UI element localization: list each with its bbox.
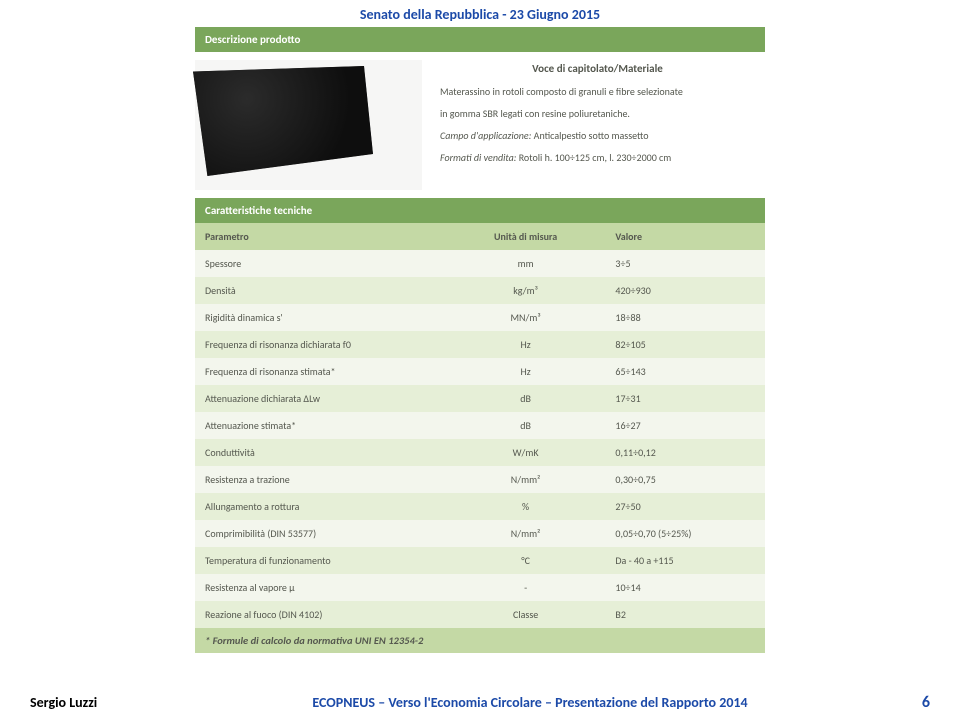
cell-value: 420÷930 — [605, 277, 765, 304]
cell-param: Resistenza al vapore µ — [195, 574, 446, 601]
section-descrizione-title: Descrizione prodotto — [205, 33, 300, 46]
cell-param: Comprimibilità (DIN 53577) — [195, 520, 446, 547]
footer-page: 6 — [890, 693, 930, 712]
content-card: Descrizione prodotto Voce di capitolato/… — [195, 27, 765, 653]
product-image — [195, 60, 422, 190]
format-label: Formati di vendita: — [440, 151, 516, 164]
cell-value: 18÷88 — [605, 304, 765, 331]
application-line: Campo d'applicazione: Anticalpestio sott… — [440, 125, 755, 147]
th-value: Valore — [605, 223, 765, 250]
cell-param: Attenuazione stimata* — [195, 412, 446, 439]
page-header: Senato della Repubblica - 23 Giugno 2015 — [0, 0, 960, 27]
cell-value: Da - 40 a +115 — [605, 547, 765, 574]
footnote: * Formule di calcolo da normativa UNI EN… — [195, 628, 765, 653]
cell-value: 65÷143 — [605, 358, 765, 385]
cell-value: 0,30÷0,75 — [605, 466, 765, 493]
cell-unit: - — [446, 574, 606, 601]
section-caratteristiche-title: Caratteristiche tecniche — [205, 204, 312, 217]
table-row: Spessoremm3÷5 — [195, 250, 765, 277]
cell-param: Frequenza di risonanza stimata* — [195, 358, 446, 385]
cell-param: Spessore — [195, 250, 446, 277]
cell-param: Densità — [195, 277, 446, 304]
cell-value: 16÷27 — [605, 412, 765, 439]
table-header-row: Parametro Unità di misura Valore — [195, 223, 765, 250]
cell-value: 3÷5 — [605, 250, 765, 277]
cell-unit: MN/m³ — [446, 304, 606, 331]
cell-param: Temperatura di funzionamento — [195, 547, 446, 574]
table-row: Resistenza al vapore µ-10÷14 — [195, 574, 765, 601]
table-row: Attenuazione stimata*dB16÷27 — [195, 412, 765, 439]
th-unit: Unità di misura — [446, 223, 606, 250]
table-row: Allungamento a rottura%27÷50 — [195, 493, 765, 520]
cell-unit: °C — [446, 547, 606, 574]
desc-line-2: in gomma SBR legati con resine poliureta… — [440, 103, 755, 125]
cell-param: Resistenza a trazione — [195, 466, 446, 493]
header-text: Senato della Repubblica - 23 Giugno 2015 — [360, 6, 600, 23]
table-row: Frequenza di risonanza dichiarata f0Hz82… — [195, 331, 765, 358]
product-text: Voce di capitolato/Materiale Materassino… — [430, 52, 765, 198]
cell-unit: dB — [446, 412, 606, 439]
product-top: Voce di capitolato/Materiale Materassino… — [195, 52, 765, 198]
cell-unit: kg/m³ — [446, 277, 606, 304]
cell-param: Frequenza di risonanza dichiarata f0 — [195, 331, 446, 358]
desc-line-1: Materassino in rotoli composto di granul… — [440, 81, 755, 103]
cell-unit: N/mm² — [446, 466, 606, 493]
cell-unit: Classe — [446, 601, 606, 628]
rubber-mat-illustration — [193, 66, 373, 176]
table-row: Frequenza di risonanza stimata*Hz65÷143 — [195, 358, 765, 385]
table-row: Temperatura di funzionamento°CDa - 40 a … — [195, 547, 765, 574]
cell-param: Reazione al fuoco (DIN 4102) — [195, 601, 446, 628]
table-row: Comprimibilità (DIN 53577)N/mm²0,05÷0,70… — [195, 520, 765, 547]
cell-param: Allungamento a rottura — [195, 493, 446, 520]
page-footer: Sergio Luzzi ECOPNEUS – Verso l'Economia… — [0, 693, 960, 712]
th-param: Parametro — [195, 223, 446, 250]
cell-value: B2 — [605, 601, 765, 628]
cell-unit: % — [446, 493, 606, 520]
app-label: Campo d'applicazione: — [440, 129, 531, 142]
cell-unit: W/mK — [446, 439, 606, 466]
subhead-voce: Voce di capitolato/Materiale — [440, 56, 755, 81]
cell-unit: Hz — [446, 358, 606, 385]
cell-value: 27÷50 — [605, 493, 765, 520]
cell-param: Rigidità dinamica s' — [195, 304, 446, 331]
cell-value: 0,11÷0,12 — [605, 439, 765, 466]
cell-param: Conduttività — [195, 439, 446, 466]
section-descrizione: Descrizione prodotto — [195, 27, 765, 52]
table-row: ConduttivitàW/mK0,11÷0,12 — [195, 439, 765, 466]
cell-unit: dB — [446, 385, 606, 412]
cell-unit: N/mm² — [446, 520, 606, 547]
cell-value: 0,05÷0,70 (5÷25%) — [605, 520, 765, 547]
footer-author: Sergio Luzzi — [30, 694, 170, 711]
cell-value: 17÷31 — [605, 385, 765, 412]
table-row: Attenuazione dichiarata ΔLwdB17÷31 — [195, 385, 765, 412]
section-caratteristiche: Caratteristiche tecniche — [195, 198, 765, 223]
format-line: Formati di vendita: Rotoli h. 100÷125 cm… — [440, 147, 755, 169]
table-row: Reazione al fuoco (DIN 4102)ClasseB2 — [195, 601, 765, 628]
footer-mid: ECOPNEUS – Verso l'Economia Circolare – … — [170, 694, 890, 711]
product-image-wrap — [195, 52, 430, 198]
table-row: Rigidità dinamica s'MN/m³18÷88 — [195, 304, 765, 331]
table-row: Resistenza a trazioneN/mm²0,30÷0,75 — [195, 466, 765, 493]
cell-value: 10÷14 — [605, 574, 765, 601]
cell-unit: mm — [446, 250, 606, 277]
table-row: Densitàkg/m³420÷930 — [195, 277, 765, 304]
spec-table: Parametro Unità di misura Valore Spessor… — [195, 223, 765, 628]
app-value: Anticalpestio sotto massetto — [534, 129, 649, 142]
cell-value: 82÷105 — [605, 331, 765, 358]
format-value: Rotoli h. 100÷125 cm, l. 230÷2000 cm — [519, 151, 672, 164]
cell-param: Attenuazione dichiarata ΔLw — [195, 385, 446, 412]
cell-unit: Hz — [446, 331, 606, 358]
